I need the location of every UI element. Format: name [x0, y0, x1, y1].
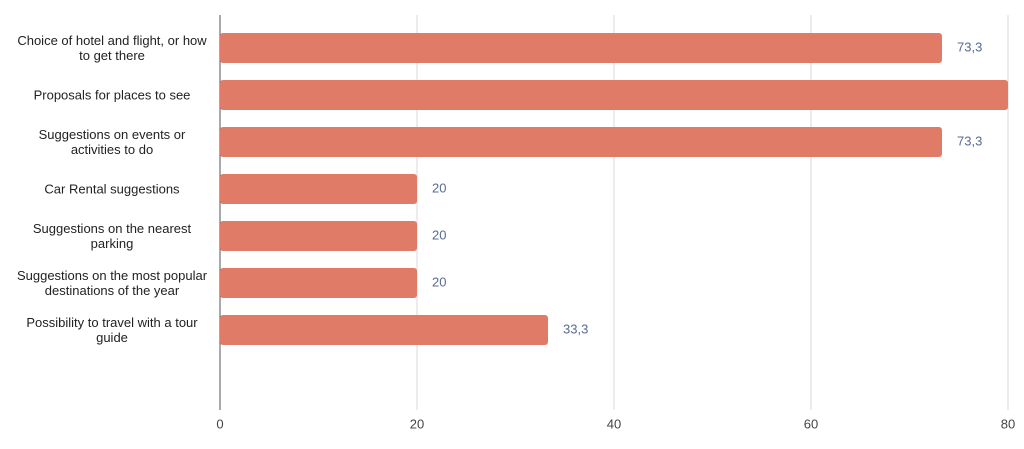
value-label: 20 [432, 274, 446, 289]
bar [220, 33, 943, 63]
x-tick-label: 80 [1001, 416, 1015, 431]
bar [220, 315, 549, 345]
y-tick-label: Suggestions on events or activities to d… [38, 127, 186, 157]
value-label: 73,3 [957, 133, 982, 148]
value-label: 33,3 [563, 321, 588, 336]
bar [220, 268, 417, 298]
y-tick-label: Suggestions on the nearest parking [32, 221, 192, 251]
y-tick-label: Proposals for places to see [33, 87, 191, 103]
value-label: 20 [432, 180, 446, 195]
x-tick-label: 60 [804, 416, 818, 431]
value-label: 73,3 [957, 39, 982, 54]
bar [220, 174, 417, 204]
bar [220, 80, 1008, 110]
x-tick-label: 0 [216, 416, 223, 431]
y-tick-label: Car Rental suggestions [44, 181, 180, 197]
x-tick-label: 20 [410, 416, 424, 431]
bar [220, 221, 417, 251]
value-label: 20 [432, 227, 446, 242]
y-tick-label: Suggestions on the most popular destinat… [16, 268, 208, 298]
x-tick-label: 40 [607, 416, 621, 431]
y-tick-label: Choice of hotel and flight, or how to ge… [17, 33, 207, 63]
y-tick-label: Possibility to travel with a tour guide [26, 315, 198, 345]
bar [220, 127, 943, 157]
